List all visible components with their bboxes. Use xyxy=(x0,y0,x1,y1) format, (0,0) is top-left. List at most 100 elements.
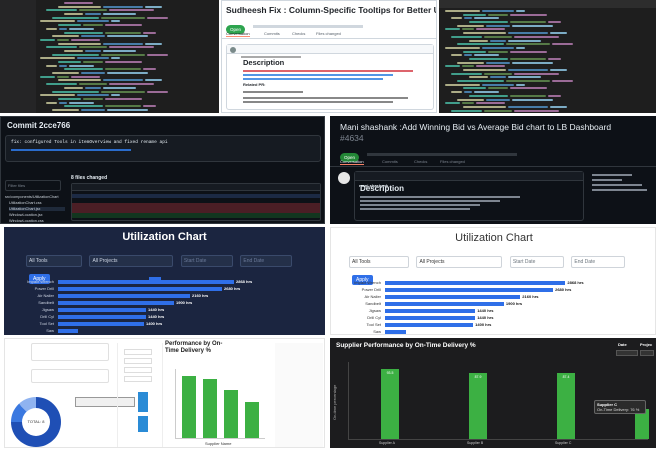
bar[interactable]: 87.9 xyxy=(469,373,487,439)
bar[interactable] xyxy=(224,389,238,438)
bar-row: Air Nailer 2160 hrs xyxy=(10,292,320,299)
file-tree-item[interactable]: WindowLocation.jsx xyxy=(9,213,43,217)
y-axis-label: On-time percentage xyxy=(332,384,337,420)
bar[interactable] xyxy=(385,287,554,292)
bar-value-label: 2160 hrs xyxy=(192,293,209,298)
bar[interactable] xyxy=(182,375,196,438)
bar-label: Air Nailer xyxy=(37,293,54,298)
start-date-input[interactable]: Start Date xyxy=(509,256,564,268)
pull-request-page-top: Sudheesh Fix : Column-Specific Tooltips … xyxy=(221,0,437,113)
file-tree-item[interactable]: src/components/UtilizationChart xyxy=(5,195,59,199)
bar[interactable] xyxy=(245,401,259,438)
bar[interactable] xyxy=(58,321,144,326)
apply-button[interactable]: Apply xyxy=(352,275,373,285)
bar-row: Air Nailer 2160 hrs xyxy=(337,293,651,300)
projects-select[interactable]: All Projects xyxy=(89,255,174,267)
editor-tabs[interactable] xyxy=(439,0,656,8)
code-line xyxy=(443,69,653,72)
supplier-performance-dark: Supplier Performance by On-Time Delivery… xyxy=(330,338,656,448)
bar[interactable] xyxy=(58,293,190,298)
pr-sidebar xyxy=(592,171,652,194)
bar[interactable] xyxy=(385,280,566,285)
bar[interactable] xyxy=(58,307,146,312)
bar-value-label: 1400 hrs xyxy=(146,321,163,326)
file-tree-item[interactable]: UtilizationChart.css xyxy=(9,201,42,205)
code-line xyxy=(443,98,653,102)
code-line xyxy=(38,31,216,35)
utilization-chart-light: Utilization Chart All Tools All Projects… xyxy=(330,227,656,335)
start-date-input[interactable]: Start Date xyxy=(180,255,233,267)
filter-files-input[interactable]: Filter files xyxy=(5,180,61,191)
bar[interactable] xyxy=(58,279,234,284)
bar[interactable] xyxy=(635,409,649,439)
avatar xyxy=(338,172,350,184)
code-line xyxy=(443,24,653,28)
tab-files-changed[interactable]: Files changed xyxy=(440,159,465,164)
bar-value-label: 2868 hrs xyxy=(236,279,253,284)
project-select[interactable] xyxy=(640,350,654,356)
bar-value-label: 2160 hrs xyxy=(522,294,539,299)
tooltip-text: On-Time Delivery: 76 % xyxy=(597,407,640,412)
code-line xyxy=(38,20,216,23)
code-line xyxy=(443,50,653,54)
apply-button[interactable]: Apply xyxy=(29,274,50,284)
bar-row: Tool Set 1400 hrs xyxy=(337,321,651,328)
bar[interactable] xyxy=(203,378,217,438)
x-tick-label: Supplier C xyxy=(555,441,572,445)
code-line xyxy=(443,61,653,65)
filter-select-2[interactable] xyxy=(31,369,109,383)
tab-checks[interactable]: Checks xyxy=(292,31,306,36)
code-line xyxy=(443,13,653,17)
bar[interactable]: 87.4 xyxy=(557,373,575,439)
tools-select[interactable]: All Tools xyxy=(26,255,82,267)
commit-title: Commit 2cce766 xyxy=(7,121,71,130)
code-line xyxy=(38,2,216,5)
code-line xyxy=(38,90,216,94)
tab-checks[interactable]: Checks xyxy=(414,159,428,164)
bar[interactable] xyxy=(58,300,174,305)
tab-files-changed[interactable]: Files changed xyxy=(316,31,341,36)
description-lines: Related PR: xyxy=(243,70,417,103)
filter-select-1[interactable] xyxy=(31,343,109,361)
bar[interactable] xyxy=(58,286,222,291)
bar-label: Saw xyxy=(373,329,381,334)
file-tree-item[interactable]: UtilizationChart.jsx xyxy=(9,207,65,211)
bar[interactable] xyxy=(385,294,521,299)
tab-conversation[interactable]: Conversation xyxy=(340,159,364,165)
bar[interactable]: 93.5 xyxy=(381,368,399,439)
tab-conversation[interactable]: Conversation xyxy=(226,31,250,37)
bar[interactable] xyxy=(58,314,146,319)
bar[interactable] xyxy=(385,308,476,313)
code-line xyxy=(38,79,216,82)
bar-row: Impact Wrench 2868 hrs xyxy=(337,279,651,286)
code-line xyxy=(38,53,216,57)
tab-commits[interactable]: Commits xyxy=(382,159,398,164)
code-line xyxy=(443,65,653,68)
bar-row: Drill Cyl 1440 hrs xyxy=(337,314,651,321)
bar-label: Power Drill xyxy=(34,286,54,291)
bar-row: Power Drill 2680 hrs xyxy=(10,285,320,292)
bar[interactable] xyxy=(385,301,504,306)
bar-value-label: 93.5 xyxy=(386,370,394,375)
end-date-input[interactable]: End Date xyxy=(240,255,293,267)
end-date-input[interactable]: End Date xyxy=(571,256,626,268)
code-editor-panel-left xyxy=(0,0,219,113)
pr-meta-line xyxy=(253,25,364,29)
pr-number: #4634 xyxy=(340,133,364,143)
projects-select[interactable]: All Projects xyxy=(416,256,503,268)
code-line xyxy=(38,46,216,49)
chart-title: Utilization Chart xyxy=(122,231,207,243)
bar[interactable] xyxy=(385,329,406,334)
date-select[interactable] xyxy=(616,350,638,356)
file-tree-item[interactable]: WindowLocation.css xyxy=(9,219,44,223)
date-label: Date xyxy=(618,342,627,347)
bar[interactable] xyxy=(58,328,78,333)
bar[interactable] xyxy=(385,315,476,320)
code-line xyxy=(443,57,653,61)
filter-column xyxy=(117,343,163,447)
tools-select[interactable]: All Tools xyxy=(349,256,409,268)
file-explorer[interactable] xyxy=(6,0,36,113)
bar[interactable] xyxy=(385,322,474,327)
tab-commits[interactable]: Commits xyxy=(264,31,280,36)
pr-title: Sudheesh Fix : Column-Specific Tooltips … xyxy=(226,5,436,15)
